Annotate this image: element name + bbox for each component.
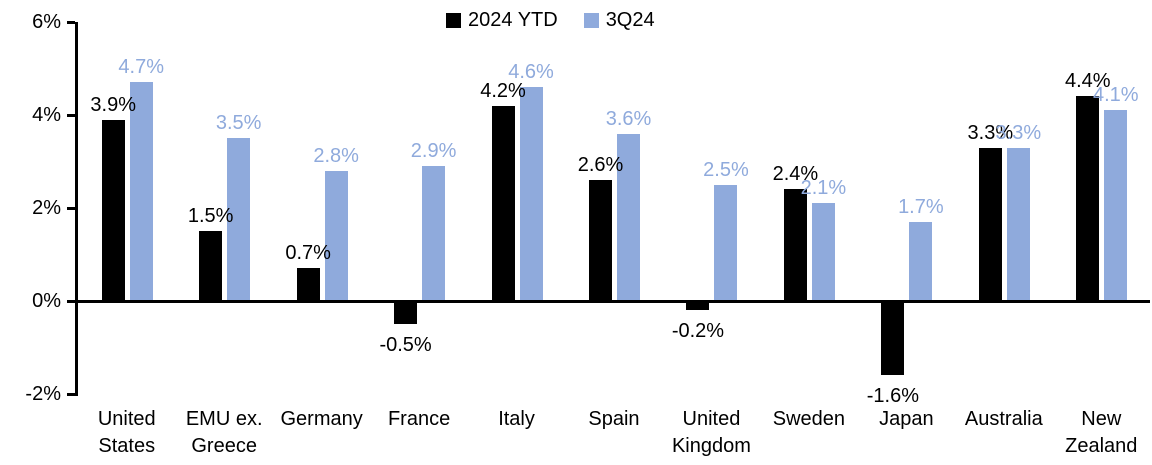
data-label-3q24-germany: 2.8% bbox=[313, 144, 359, 167]
bar-2024-ytd-united-states bbox=[101, 119, 125, 301]
x-axis-label-sweden: Sweden bbox=[772, 408, 846, 430]
bar-3q24-united-states bbox=[129, 82, 153, 301]
legend-label: 2024 YTD bbox=[468, 9, 558, 31]
x-axis-label-italy: Italy bbox=[498, 408, 535, 430]
legend-swatch-icon bbox=[446, 13, 461, 28]
data-label-3q24-sweden: 2.1% bbox=[800, 177, 847, 200]
bar-2024-ytd-france bbox=[394, 301, 418, 325]
bar-2024-ytd-italy bbox=[491, 105, 515, 301]
data-label-2024-ytd-emu-ex-greece: 1.5% bbox=[187, 205, 234, 228]
bar-3q24-france bbox=[422, 166, 446, 301]
y-axis-line bbox=[75, 22, 78, 396]
x-axis-label-emu-ex-greece: EMU ex. Greece bbox=[185, 408, 263, 457]
x-axis-label-united-states: United States bbox=[97, 408, 156, 457]
data-label-3q24-new-zealand: 4.1% bbox=[1092, 84, 1139, 107]
data-label-2024-ytd-new-zealand: 4.4% bbox=[1064, 70, 1111, 93]
data-label-2024-ytd-australia: 3.3% bbox=[967, 121, 1014, 144]
x-axis-label-australia: Australia bbox=[964, 408, 1043, 430]
data-label-3q24-japan: 1.7% bbox=[898, 195, 944, 218]
x-axis-label-spain: Spain bbox=[588, 408, 640, 430]
data-label-3q24-spain: 3.6% bbox=[605, 107, 652, 130]
bar-2024-ytd-emu-ex-greece bbox=[199, 231, 223, 301]
bar-3q24-australia bbox=[1006, 147, 1030, 301]
y-axis-tick bbox=[67, 113, 75, 117]
bar-3q24-italy bbox=[519, 87, 543, 301]
y-axis-tick bbox=[67, 299, 75, 303]
data-label-3q24-united-states: 4.7% bbox=[118, 56, 165, 79]
data-label-3q24-italy: 4.6% bbox=[508, 61, 554, 84]
bar-2024-ytd-spain bbox=[589, 180, 612, 301]
y-axis-tick-label: 0% bbox=[32, 290, 61, 312]
x-axis-label-france: France bbox=[387, 408, 451, 430]
bar-2024-ytd-sweden bbox=[783, 189, 807, 301]
y-axis-tick-label: 6% bbox=[32, 11, 61, 33]
bar-3q24-spain bbox=[617, 133, 640, 301]
legend-swatch-icon bbox=[583, 13, 599, 28]
x-axis-label-japan: Japan bbox=[879, 408, 934, 430]
bar-2024-ytd-germany bbox=[296, 268, 320, 301]
y-axis-tick bbox=[67, 392, 75, 396]
bar-2024-ytd-united-kingdom bbox=[686, 301, 710, 311]
y-axis-tick-label: 2% bbox=[32, 197, 61, 219]
y-axis-tick-label: -2% bbox=[25, 383, 61, 405]
legend-label: 3Q24 bbox=[605, 9, 655, 31]
x-axis-label-germany: Germany bbox=[280, 408, 363, 430]
y-axis-tick-label: 4% bbox=[32, 104, 61, 126]
data-label-3q24-united-kingdom: 2.5% bbox=[703, 158, 749, 181]
bar-2024-ytd-japan bbox=[881, 301, 905, 376]
data-label-2024-ytd-italy: 4.2% bbox=[480, 79, 526, 102]
data-label-3q24-france: 2.9% bbox=[410, 140, 457, 163]
legend-item-3q24: 3Q24 bbox=[583, 9, 655, 32]
bar-3q24-new-zealand bbox=[1104, 110, 1128, 301]
x-axis-line bbox=[75, 299, 1150, 303]
legend-item-2024-ytd: 2024 YTD bbox=[446, 9, 558, 32]
data-label-2024-ytd-spain: 2.6% bbox=[577, 154, 624, 177]
bar-2024-ytd-new-zealand bbox=[1076, 96, 1100, 301]
chart-legend: 2024 YTD 3Q24 bbox=[446, 9, 655, 32]
data-label-2024-ytd-france: -0.5% bbox=[379, 334, 432, 357]
bar-3q24-united-kingdom bbox=[714, 184, 738, 301]
data-label-2024-ytd-united-states: 3.9% bbox=[90, 93, 137, 116]
x-axis-label-united-kingdom: United Kingdom bbox=[671, 408, 751, 457]
data-label-2024-ytd-sweden: 2.4% bbox=[772, 163, 819, 186]
data-label-2024-ytd-japan: -1.6% bbox=[866, 385, 919, 408]
bar-3q24-japan bbox=[909, 221, 933, 301]
data-label-3q24-australia: 3.3% bbox=[995, 121, 1042, 144]
data-label-2024-ytd-germany: 0.7% bbox=[285, 242, 331, 265]
bar-3q24-sweden bbox=[811, 203, 835, 301]
y-axis-tick bbox=[67, 20, 75, 24]
x-axis-label-new-zealand: New Zealand bbox=[1065, 408, 1138, 457]
bar-3q24-emu-ex-greece bbox=[227, 138, 251, 301]
bar-2024-ytd-australia bbox=[978, 147, 1002, 301]
data-label-2024-ytd-united-kingdom: -0.2% bbox=[671, 320, 725, 343]
y-axis-tick bbox=[67, 206, 75, 210]
data-label-3q24-emu-ex-greece: 3.5% bbox=[215, 112, 262, 135]
bar-3q24-germany bbox=[324, 170, 348, 301]
